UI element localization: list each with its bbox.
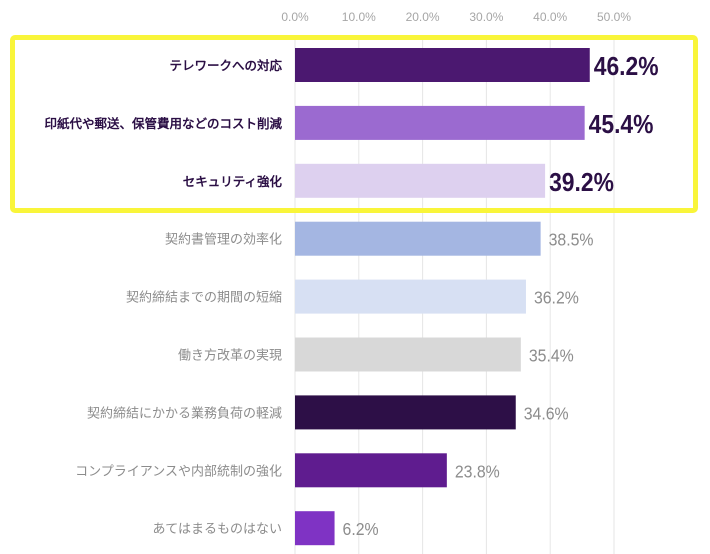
bar <box>295 279 526 314</box>
category-label: テレワークへの対応 <box>169 58 282 73</box>
category-label: 契約書管理の効率化 <box>165 232 282 248</box>
x-tick-label: 10.0% <box>342 10 376 24</box>
category-label: 印紙代や郵送、保管費用などのコスト削減 <box>44 116 282 131</box>
category-label: あてはまるものはない <box>153 522 282 537</box>
category-label: 働き方改革の実現 <box>178 348 282 364</box>
data-label: 36.2% <box>534 288 579 308</box>
data-label: 45.4% <box>589 111 654 140</box>
highlight-box <box>10 35 698 213</box>
x-tick-label: 50.0% <box>597 10 631 24</box>
category-label: セキュリティ強化 <box>183 174 283 189</box>
bar <box>295 395 516 430</box>
data-label: 39.2% <box>549 169 614 198</box>
x-tick-label: 20.0% <box>406 10 440 24</box>
bar <box>295 221 541 256</box>
data-label: 6.2% <box>343 519 379 539</box>
bar <box>295 453 447 488</box>
bar <box>295 163 546 198</box>
data-label: 46.2% <box>594 53 659 82</box>
data-label: 23.8% <box>455 461 500 481</box>
bar <box>295 105 585 140</box>
data-label: 34.6% <box>524 403 569 423</box>
bar <box>295 511 335 546</box>
bar <box>295 48 590 82</box>
bar <box>295 337 521 372</box>
category-label: 契約締結にかかる業務負荷の軽減 <box>87 405 282 421</box>
x-tick-label: 40.0% <box>533 10 567 24</box>
category-label: 契約締結までの期間の短縮 <box>126 290 282 306</box>
data-label: 38.5% <box>549 230 594 250</box>
category-label: コンプライアンスや内部統制の強化 <box>75 463 282 479</box>
x-tick-label: 0.0% <box>281 10 309 24</box>
x-tick-label: 30.0% <box>469 10 503 24</box>
data-label: 35.4% <box>529 346 574 366</box>
